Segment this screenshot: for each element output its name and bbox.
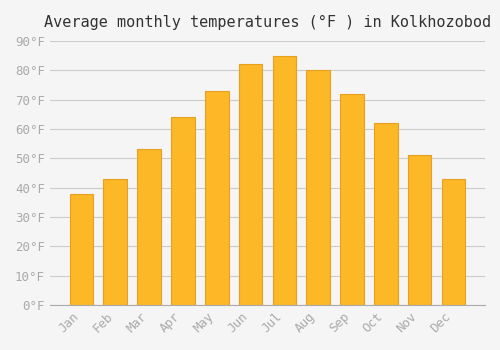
Bar [238,64,262,305]
Bar [306,70,330,305]
Bar [171,117,194,305]
Bar [272,56,296,305]
Bar [70,194,94,305]
Bar [138,149,161,305]
Bar [205,91,229,305]
Bar [104,179,127,305]
Bar [442,179,465,305]
Bar [340,94,364,305]
Bar [374,123,398,305]
Title: Average monthly temperatures (°F ) in Kolkhozobod: Average monthly temperatures (°F ) in Ko… [44,15,491,30]
Bar [408,155,432,305]
